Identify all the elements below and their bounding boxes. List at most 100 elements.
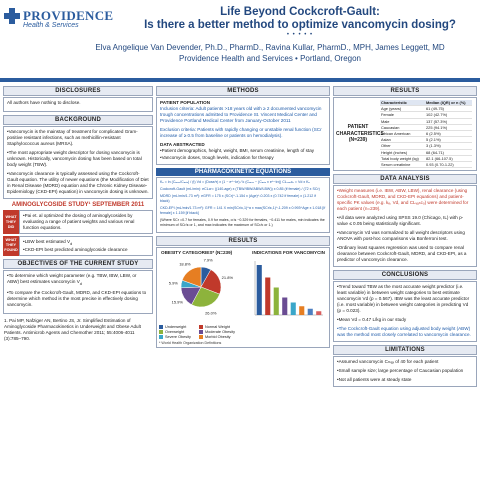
patient-characteristics-box: PATIENT CHARACTERISTICS (N=239) Characte… — [333, 97, 477, 172]
results-footnote: * World Health Organization Definitions — [159, 341, 222, 345]
providence-logo: PROVIDENCE Health & Services — [4, 8, 120, 40]
results-charts-title: RESULTS — [156, 236, 330, 246]
patient-characteristics-label: PATIENT CHARACTERISTICS (N=239) — [336, 124, 384, 144]
objectives-box: •To determine which weight parameter (e.… — [3, 269, 153, 314]
legend-item: Moderate Obesity — [199, 330, 239, 335]
title-line-2: Is there a better method to optimize van… — [144, 19, 456, 31]
table-row: Female 102 (42.7%) — [380, 111, 472, 119]
pie-label: 26.0% — [205, 311, 217, 316]
table-row: African American 6 (2.5%) — [380, 130, 472, 138]
table-cell: 102 (42.7%) — [425, 111, 472, 119]
indications-chart-title: INDICATIONS FOR VANCOMYCIN — [252, 250, 325, 255]
what-they-did-tag: WHAT THEY DID — [3, 210, 19, 234]
pk-equations-title: PHARMACOKINETIC EQUATIONS — [156, 168, 330, 176]
pie-label: 7.9% — [204, 257, 214, 262]
left-column: DISCLOSURES All authors have nothing to … — [3, 86, 153, 349]
conclusions-p1: •Trend toward TBW as the most accurate w… — [337, 284, 470, 314]
pie-label: 18.8% — [179, 262, 191, 267]
legend-label: Moderate Obesity — [205, 330, 235, 334]
aminoglycoside-study-title: AMINOGLYCOSIDE STUDY¹ SEPTEMBER 2011 — [11, 202, 145, 208]
disclosures-box: All authors have nothing to disclose. — [3, 97, 153, 112]
legend-item: Morbid Obesity — [199, 335, 239, 340]
table-cell: 137 (57.3%) — [425, 118, 472, 125]
table-cell: 225 (94.1%) — [425, 124, 472, 132]
bar — [256, 265, 262, 315]
table-cell: 3 (1.3%) — [425, 142, 472, 150]
legend-item: Severe Obesity — [159, 335, 199, 340]
pk-equations-box: Kₑ = ln (Cₘₐₓ/Cₘᵢₙ) / (t) Vd = (Dose/τ) … — [156, 177, 330, 233]
data-analysis-p1: •Weight measures (i.e. IBW, ABW, LBW), r… — [337, 188, 469, 212]
table-row: Age (years) 61 (49-75) — [380, 105, 472, 113]
header-divider — [0, 78, 480, 82]
legend-label: Normal Weight — [205, 325, 231, 329]
legend-swatch — [159, 325, 163, 329]
patient-characteristics-table: Characteristic Median (IQR) or n (%) Age (… — [380, 100, 472, 169]
table-row: Serum creatinine 0.93 (0.70-1.22) — [380, 161, 472, 169]
pie-slice — [181, 266, 202, 288]
legend-item: Underweight — [159, 325, 199, 330]
what-they-found-row: WHAT THEY FOUND •LBW best estimated Vd •… — [3, 236, 153, 256]
table-cell: 82.1 (66-107.5) — [425, 155, 472, 163]
right-column: RESULTS PATIENT CHARACTERISTICS (N=239) … — [333, 86, 477, 390]
table-row: Total body weight (kg) 82.1 (66-107.5) — [380, 155, 472, 163]
obesity-legend: Underweight Normal Weight Overweight Modera… — [159, 325, 239, 340]
table-cell: 0.93 (0.70-1.22) — [425, 161, 472, 169]
exclusion-criteria: Exclusion criteria: Patients with rapidl… — [160, 127, 322, 138]
what-they-found-text: •LBW best estimated Vd •CKD-EPI best pre… — [19, 236, 153, 256]
found-lbw: •LBW best estimated V — [23, 239, 71, 244]
patient-population-title: PATIENT POPULATION — [160, 100, 211, 105]
title-line-1: Life Beyond Cockcroft-Gault: — [220, 6, 380, 18]
table-cell: Female — [380, 111, 426, 119]
legend-swatch — [159, 335, 163, 339]
disclosures-title: DISCLOSURES — [3, 86, 153, 96]
table-cell: 68 (64-71) — [425, 149, 472, 156]
background-p2: •The most appropriate weight descriptor … — [7, 150, 142, 167]
table-cell: 6 (2.5%) — [425, 130, 472, 138]
legend-swatch — [199, 335, 203, 339]
obesity-pie-chart: 7.9% 21.8% 26.0% 15.9% 5.9% 18.8% — [169, 257, 234, 316]
objectives-p2: •To compare the Cockcroft-Gault, MDRD, a… — [7, 289, 147, 307]
legend-swatch — [199, 325, 203, 329]
table-cell: Other — [380, 142, 426, 150]
affiliation: Providence Health and Services • Portlan… — [178, 54, 361, 63]
data-abstracted-title: DATA ABSTRACTED — [160, 142, 205, 147]
methods-title: METHODS — [156, 86, 330, 96]
data-analysis-title: DATA ANALYSIS — [333, 174, 477, 185]
what-they-did-row: WHAT THEY DID •Pai et. al optimized the … — [3, 210, 153, 234]
bar — [282, 297, 288, 315]
legend-item: Normal Weight — [199, 325, 239, 330]
what-they-found-tag: WHAT THEY FOUND — [3, 236, 19, 256]
inclusion-criteria: Inclusion criteria: Adult patients >18 y… — [160, 106, 322, 123]
bar — [316, 311, 322, 315]
data-abstracted-2: •Vancomycin doses, trough levels, indica… — [160, 155, 274, 160]
legend-swatch — [159, 330, 163, 334]
legend-label: Underweight — [165, 325, 187, 329]
bar — [307, 308, 313, 315]
results-charts-box: OBESITY CATEGORIES* (N=239) INDICATIONS … — [156, 247, 330, 348]
reference-text: 1. Pai MP, Nafziger AN, Bertino JS, Jr. … — [4, 317, 141, 341]
title-dots: • • • • • — [286, 32, 314, 38]
table-header-cell: Characteristic — [380, 100, 426, 107]
limitations-p2: •Small sample size; large percentage of … — [337, 368, 464, 374]
table-row: Male 137 (57.3%) — [380, 118, 472, 125]
objectives-p1: •To determine which weight parameter (e.… — [7, 272, 137, 284]
obesity-chart-title: OBESITY CATEGORIES* (N=239) — [161, 250, 233, 255]
data-analysis-p3: •Vancomycin Vd was normalized to all wei… — [337, 230, 465, 242]
limitations-title: LIMITATIONS — [333, 345, 477, 356]
pk-eq-4: CKD-EPI (mL/min/1.73 m²): GFR = 141 X mi… — [160, 206, 326, 215]
table-row: Caucasian 225 (94.1%) — [380, 124, 472, 132]
limitations-p1: •Assumed vancomycin Cₘₐₓ of 40 for each … — [337, 359, 439, 365]
background-p3: •Vancomycin clearance is typically asses… — [7, 171, 149, 194]
poster-title: Life Beyond Cockcroft-Gault: Is there a … — [120, 6, 480, 32]
legend-label: Severe Obesity — [165, 335, 191, 339]
disclosures-text: All authors have nothing to disclose. — [7, 100, 81, 105]
table-header-cell: Median (IQR) or n (%) — [425, 100, 472, 107]
data-abstracted-1: •Patient demographics, height, weight, B… — [160, 148, 315, 153]
limitations-p3: •Not all patients were at steady state — [337, 377, 412, 383]
pk-eq-2: Cockcroft-Gault (mL/min): eCLcr= ((140-a… — [160, 187, 320, 191]
legend-label: Morbid Obesity — [205, 335, 231, 339]
table-row: Other 3 (1.3%) — [380, 142, 472, 150]
table-row: Asian 5 (2.1%) — [380, 136, 472, 144]
pk-eq-1: Kₑ = ln (Cₘₐₓ/Cₘᵢₙ) / (t) Vd = (Dose/τ) … — [160, 180, 310, 184]
table-header-row: Characteristic Median (IQR) or n (%) — [380, 100, 472, 107]
